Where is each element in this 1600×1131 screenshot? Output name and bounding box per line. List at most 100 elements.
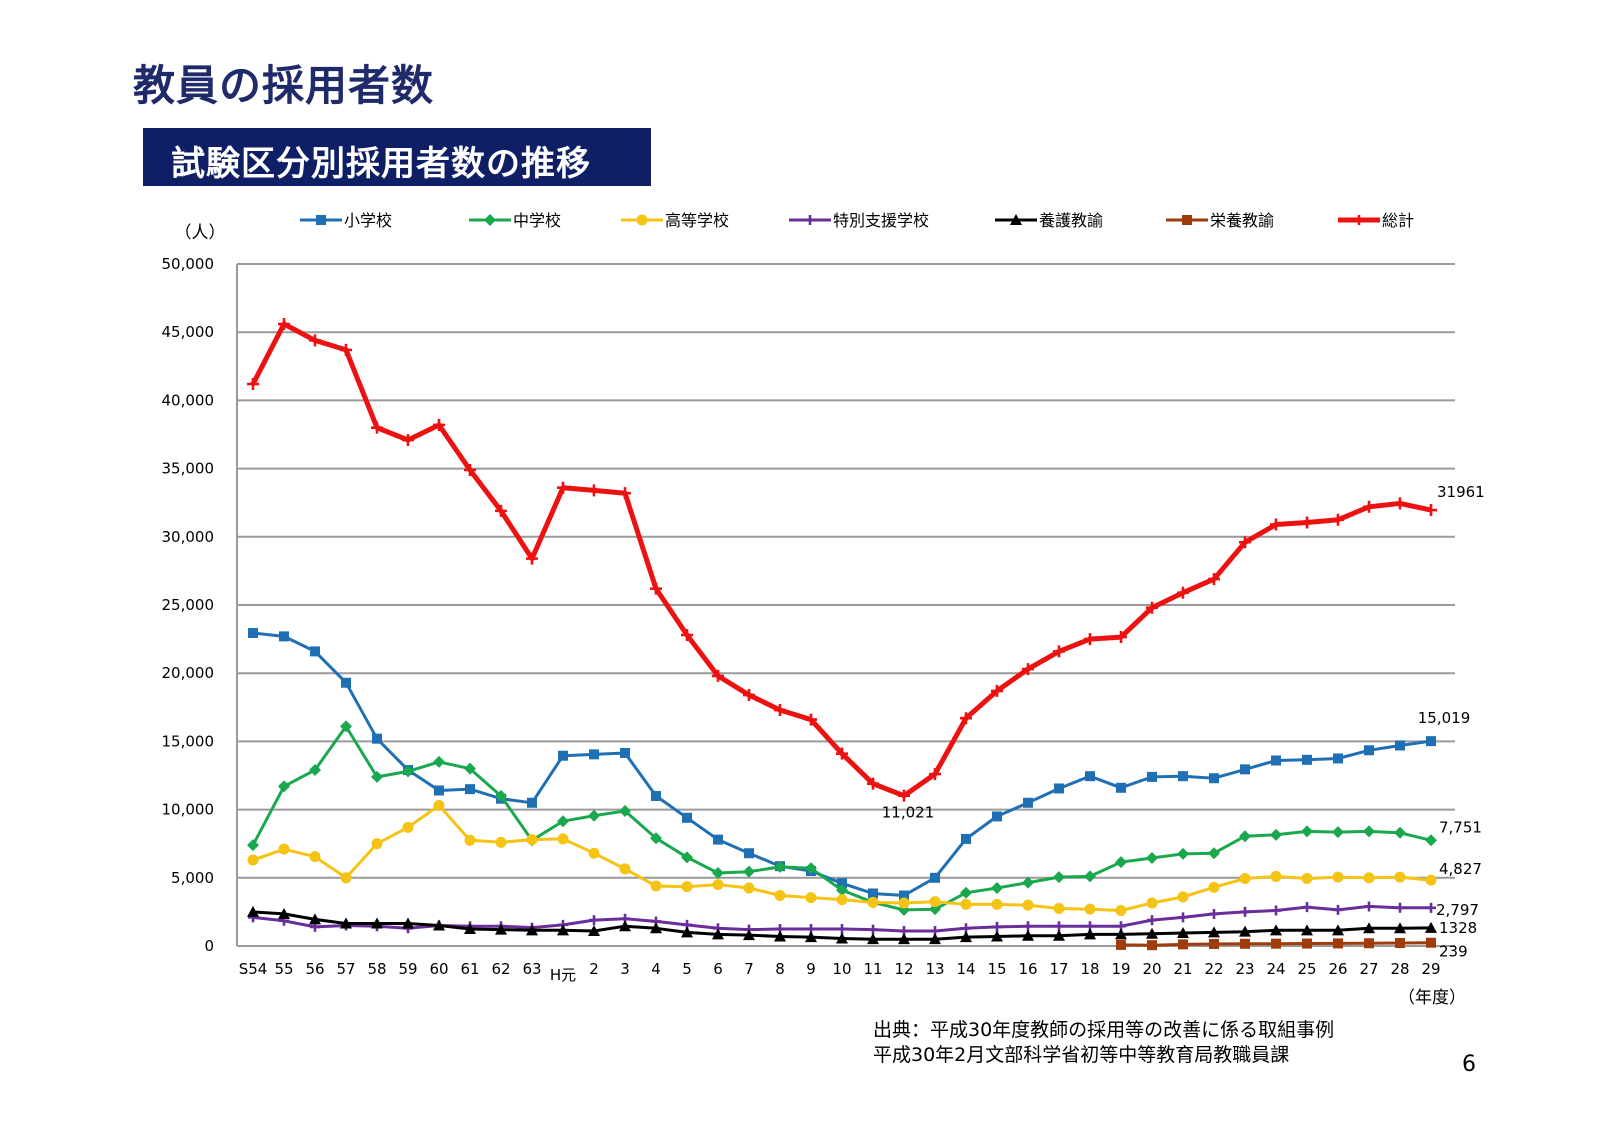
data-point xyxy=(1363,825,1375,838)
data-point xyxy=(868,924,878,935)
data-point xyxy=(1332,826,1344,839)
data-point xyxy=(588,847,600,859)
data-point xyxy=(402,917,414,929)
data-point xyxy=(1394,497,1406,510)
data-point xyxy=(1023,797,1033,808)
data-point xyxy=(557,833,569,845)
legend-marker xyxy=(1010,214,1022,225)
data-point xyxy=(495,836,507,848)
data-point xyxy=(1022,929,1034,941)
data-point xyxy=(650,922,662,934)
data-point xyxy=(1332,513,1344,526)
end-value-label: 31961 xyxy=(1437,483,1485,501)
data-point xyxy=(1271,905,1281,916)
data-point xyxy=(650,880,662,892)
x-tick-label: 62 xyxy=(491,960,510,978)
data-point xyxy=(434,785,444,796)
x-tick-label: 6 xyxy=(713,960,723,978)
data-point xyxy=(774,890,786,902)
data-point xyxy=(1054,921,1064,932)
data-point xyxy=(1270,828,1282,841)
x-tick-label: 16 xyxy=(1018,960,1037,978)
data-point xyxy=(589,915,599,926)
data-point xyxy=(1085,771,1095,782)
x-tick-label: 19 xyxy=(1111,960,1130,978)
data-point xyxy=(1240,938,1250,949)
data-point xyxy=(588,484,600,497)
data-point xyxy=(867,777,879,790)
x-tick-label: 59 xyxy=(398,960,417,978)
data-point xyxy=(1209,908,1219,919)
data-point xyxy=(1178,771,1188,782)
data-point xyxy=(465,784,475,795)
data-point xyxy=(588,924,600,936)
data-point xyxy=(712,879,724,891)
data-point xyxy=(836,932,848,944)
data-point xyxy=(309,334,321,347)
data-point xyxy=(1394,871,1406,883)
source-line-2: 平成30年2月文部科学省初等中等教育局教職員課 xyxy=(873,1044,1290,1066)
data-point xyxy=(340,872,352,884)
y-tick-label: 15,000 xyxy=(162,732,215,750)
data-point xyxy=(774,704,786,717)
data-point xyxy=(1022,899,1034,911)
data-point xyxy=(1208,573,1220,586)
page-title: 教員の採用者数 xyxy=(133,61,435,110)
x-tick-label: 21 xyxy=(1173,960,1192,978)
data-point xyxy=(712,867,724,880)
data-point xyxy=(309,913,321,925)
end-value-label: 15,019 xyxy=(1418,709,1471,727)
x-tick-label: 29 xyxy=(1421,960,1440,978)
data-point xyxy=(1425,921,1437,933)
data-point xyxy=(1239,925,1251,937)
data-point xyxy=(1053,871,1065,884)
x-tick-label: 55 xyxy=(274,960,293,978)
data-point xyxy=(558,750,568,761)
data-point xyxy=(929,896,941,908)
x-tick-label: 28 xyxy=(1390,960,1409,978)
data-point xyxy=(340,720,352,733)
data-point xyxy=(1209,773,1219,784)
data-point xyxy=(433,418,445,431)
data-point xyxy=(1332,924,1344,936)
data-point xyxy=(992,811,1002,822)
x-tick-label: H元 xyxy=(550,966,576,984)
data-point xyxy=(371,917,383,929)
y-tick-label: 35,000 xyxy=(162,460,215,478)
data-point xyxy=(588,809,600,822)
data-point xyxy=(1147,771,1157,782)
legend-label: 特別支援学校 xyxy=(833,211,929,230)
data-point xyxy=(1332,871,1344,883)
data-point xyxy=(774,860,786,873)
end-value-label: 7,751 xyxy=(1439,818,1482,836)
x-tick-label: 15 xyxy=(987,960,1006,978)
data-point xyxy=(1239,830,1251,843)
data-point xyxy=(1301,825,1313,838)
data-point xyxy=(1053,645,1065,658)
data-point xyxy=(247,905,259,917)
data-point xyxy=(681,851,693,864)
data-point xyxy=(712,928,724,940)
data-point xyxy=(341,677,351,688)
data-point xyxy=(557,924,569,936)
data-point xyxy=(278,843,290,855)
data-point xyxy=(1426,937,1436,948)
data-point xyxy=(619,487,631,500)
data-point xyxy=(1147,940,1157,951)
data-point xyxy=(464,922,476,934)
legend-label: 栄養教諭 xyxy=(1210,211,1274,230)
x-tick-label: 7 xyxy=(744,960,754,978)
data-point xyxy=(1054,783,1064,794)
data-point xyxy=(992,921,1002,932)
data-point xyxy=(402,765,414,778)
data-point xyxy=(1084,928,1096,940)
data-point xyxy=(960,886,972,899)
data-point xyxy=(371,770,383,783)
data-point xyxy=(1425,874,1437,886)
data-point xyxy=(1425,834,1437,847)
data-point xyxy=(1208,926,1220,938)
data-point xyxy=(1301,872,1313,884)
data-point xyxy=(1053,902,1065,914)
data-point xyxy=(960,712,972,725)
data-point xyxy=(805,713,817,726)
